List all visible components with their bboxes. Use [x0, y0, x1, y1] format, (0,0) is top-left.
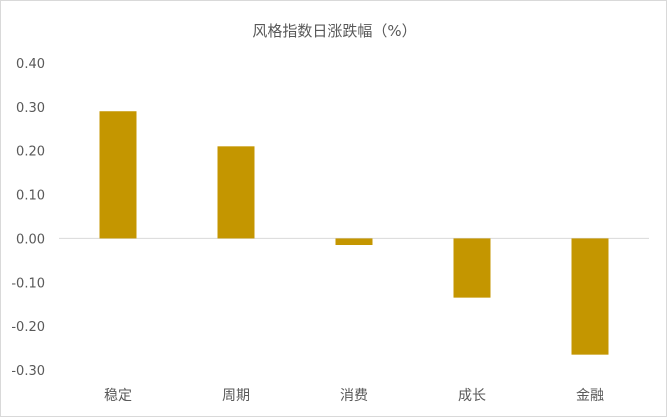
category-label: 周期 — [222, 388, 250, 404]
category-label: 金融 — [576, 388, 604, 404]
bars — [99, 111, 609, 355]
category-label: 消费 — [340, 388, 368, 404]
y-tick-label: 0.30 — [16, 101, 45, 116]
category-label: 稳定 — [104, 388, 132, 404]
bar-3 — [453, 238, 491, 298]
chart-title: 风格指数日涨跌幅（%） — [252, 22, 417, 40]
y-tick-label: -0.30 — [11, 364, 45, 379]
bar-1 — [217, 146, 255, 239]
bar-0 — [99, 111, 137, 239]
y-tick-label: 0.20 — [16, 145, 45, 160]
bar-2 — [335, 238, 373, 246]
x-axis-categories: 稳定 周期 消费 成长 金融 — [104, 388, 604, 404]
y-tick-label: -0.20 — [11, 320, 45, 335]
bar-4 — [571, 238, 609, 355]
y-tick-label: 0.00 — [16, 232, 45, 247]
category-label: 成长 — [458, 388, 486, 404]
y-axis-ticks: 0.40 0.30 0.20 0.10 0.00 -0.10 -0.20 -0.30 — [11, 57, 45, 379]
y-tick-label: 0.10 — [16, 189, 45, 204]
y-tick-label: -0.10 — [11, 276, 45, 291]
y-tick-label: 0.40 — [16, 57, 45, 72]
